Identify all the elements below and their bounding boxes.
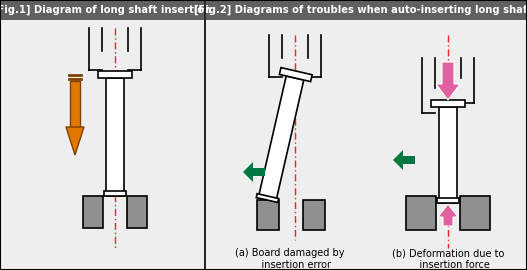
Bar (127, 196, 147, 228)
Bar (439, 107, 457, 203)
Bar (98, 71, 132, 78)
Polygon shape (66, 127, 84, 155)
Bar (257, 200, 279, 230)
Bar (303, 200, 325, 230)
Bar (83, 196, 103, 228)
Text: (a) Board damaged by
    insertion error: (a) Board damaged by insertion error (235, 248, 345, 270)
Polygon shape (436, 62, 460, 100)
Bar (104, 191, 126, 196)
Bar (437, 198, 459, 203)
Text: (b) Deformation due to
    insertion force: (b) Deformation due to insertion force (392, 248, 504, 270)
Text: [Fig.2] Diagrams of troubles when auto-inserting long shafts: [Fig.2] Diagrams of troubles when auto-i… (194, 5, 527, 15)
Bar (206, 0, 527, 20)
Polygon shape (438, 204, 458, 226)
Polygon shape (256, 194, 279, 202)
Bar (431, 100, 465, 107)
Bar (204, 0, 206, 20)
Bar (106, 78, 124, 196)
Bar (460, 196, 490, 230)
Text: [Fig.1] Diagram of long shaft insertion: [Fig.1] Diagram of long shaft insertion (0, 5, 211, 15)
Bar (0, 0, 204, 20)
Polygon shape (258, 76, 304, 202)
Polygon shape (243, 162, 265, 182)
Polygon shape (70, 81, 80, 127)
Polygon shape (279, 68, 312, 82)
Bar (406, 196, 436, 230)
Polygon shape (393, 150, 415, 170)
